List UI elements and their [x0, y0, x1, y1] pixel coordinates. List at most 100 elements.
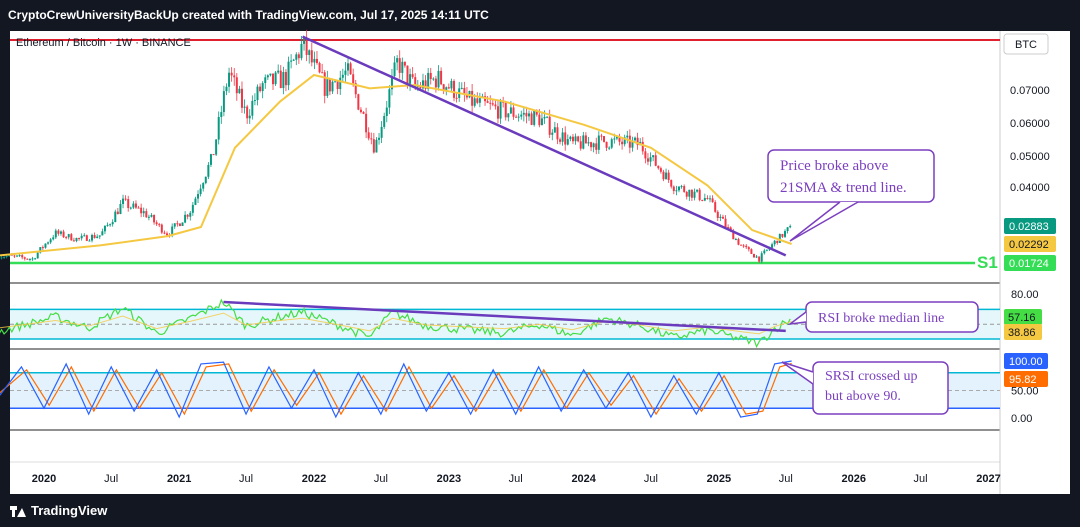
- candle-body: [31, 258, 34, 260]
- candle-body: [393, 62, 396, 77]
- candle-body: [44, 243, 47, 248]
- candle-body: [659, 168, 662, 172]
- srsi-tag-label: 100.00: [1009, 356, 1043, 368]
- tradingview-logo[interactable]: TradingView: [10, 503, 107, 518]
- candle-body: [688, 189, 691, 197]
- candle-body: [455, 97, 458, 99]
- price-annotation-text: 21SMA & trend line.: [780, 180, 907, 196]
- x-tick-label: Jul: [239, 473, 253, 485]
- candle-body: [453, 80, 456, 98]
- candle-body: [54, 230, 57, 238]
- candle-body: [85, 235, 88, 241]
- candle-body: [603, 136, 605, 142]
- candle-body: [272, 73, 275, 85]
- candle-body: [703, 198, 706, 201]
- price-axis-label: 0.05000: [1010, 151, 1050, 163]
- srsi-tag-box: [1004, 353, 1048, 369]
- candle-body: [137, 207, 140, 209]
- candle-body: [680, 186, 683, 188]
- candle-body: [230, 72, 233, 76]
- candle-body: [367, 132, 370, 139]
- candle-body: [199, 188, 202, 195]
- candle-body: [380, 126, 383, 138]
- candle-body: [740, 244, 743, 246]
- candle-body: [597, 135, 600, 150]
- x-tick-label: 2025: [707, 473, 731, 485]
- candle-body: [36, 252, 39, 259]
- candle-body: [186, 214, 189, 217]
- candle-body: [512, 107, 515, 117]
- candle-body: [675, 190, 678, 192]
- candle-body: [494, 104, 497, 107]
- candle-body: [437, 70, 440, 88]
- candle-body: [771, 244, 774, 248]
- candle-body: [737, 239, 740, 245]
- candle-body: [734, 239, 737, 241]
- candle-body: [217, 117, 220, 140]
- candle-body: [579, 141, 582, 149]
- candle-body: [476, 98, 479, 103]
- candle-body: [577, 136, 580, 142]
- candle-body: [209, 154, 212, 165]
- price-trendline: [302, 35, 787, 257]
- candle-body: [140, 207, 143, 214]
- candle-body: [745, 245, 748, 248]
- candle-body: [652, 155, 655, 158]
- candle-body: [67, 234, 70, 238]
- candle-body: [197, 194, 200, 199]
- candle-body: [235, 77, 238, 94]
- candle-body: [352, 74, 355, 84]
- candle-body: [328, 79, 331, 92]
- candle-body: [347, 63, 350, 71]
- candle-body: [318, 63, 321, 73]
- candle-body: [359, 109, 362, 113]
- candle-body: [396, 58, 399, 63]
- candle-body: [608, 147, 611, 149]
- candle-body: [530, 113, 533, 125]
- srsi-annotation-pointer: [781, 361, 814, 385]
- candle-body: [427, 72, 430, 89]
- candle-body: [28, 258, 31, 260]
- candle-body: [504, 102, 507, 118]
- candle-body: [641, 141, 644, 152]
- candle-body: [165, 233, 168, 236]
- x-axis: 2020 Jul 2021 Jul 2022 Jul 2023 Jul 2024 Jul 2025 J…: [32, 473, 1001, 485]
- price-tag-label: 0.01724: [1009, 258, 1049, 270]
- candle-body: [520, 114, 523, 117]
- candle-body: [416, 86, 419, 88]
- candle-body: [667, 172, 670, 180]
- candle-body: [385, 107, 388, 117]
- candle-body: [543, 116, 546, 119]
- candle-body: [70, 234, 73, 241]
- candle-body: [91, 234, 94, 241]
- candle-body: [101, 231, 104, 236]
- candle-body: [297, 54, 300, 59]
- candle-body: [228, 72, 231, 87]
- candle-body: [489, 102, 492, 104]
- candle-body: [344, 70, 347, 75]
- candle-body: [251, 100, 254, 116]
- price-annotation: Price broke above 21SMA & trend line.: [767, 149, 935, 242]
- candle-body: [26, 258, 29, 260]
- candle-body: [696, 189, 699, 192]
- candle-body: [243, 106, 246, 108]
- candle-body: [334, 81, 337, 83]
- candle-body: [440, 70, 443, 85]
- candle-body: [134, 203, 137, 208]
- footer-bar: [0, 496, 1080, 527]
- candle-body: [784, 231, 787, 237]
- price-axis-label: 0.04000: [1010, 182, 1050, 194]
- rsi-axis-label: 80.00: [1011, 289, 1039, 301]
- candle-body: [147, 216, 150, 218]
- candle-body: [39, 247, 42, 253]
- candle-body: [442, 84, 445, 91]
- candle-body: [636, 137, 639, 146]
- currency-label-box: [1003, 33, 1049, 55]
- candle-body: [473, 98, 476, 106]
- candle-body: [590, 142, 593, 148]
- candle-body: [693, 191, 696, 198]
- candle-body: [388, 89, 391, 108]
- srsi-tag-box: [1004, 371, 1048, 387]
- candle-body: [758, 256, 761, 262]
